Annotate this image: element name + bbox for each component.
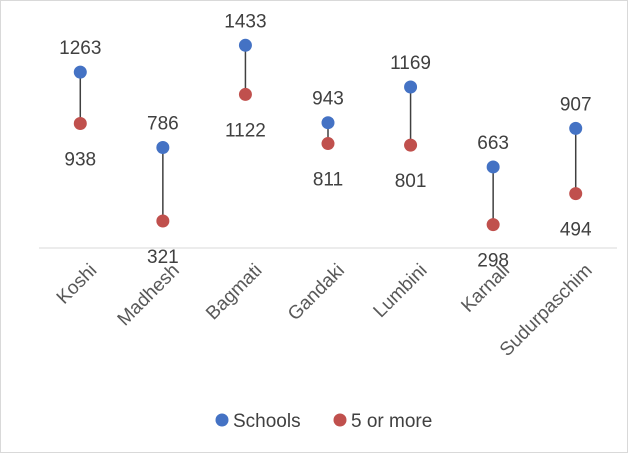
point-5-or-more-gandaki xyxy=(321,137,335,151)
label-schools-gandaki: 943 xyxy=(312,89,344,110)
legend: Schools 5 or more xyxy=(215,411,432,432)
label-schools-koshi: 1263 xyxy=(59,38,101,59)
data-points xyxy=(73,38,583,232)
point-schools-sudurpaschim xyxy=(569,121,583,135)
category-label-bagmati: Bagmati xyxy=(202,260,266,324)
point-schools-bagmati xyxy=(238,38,252,52)
category-label-madhesh: Madhesh xyxy=(114,260,184,330)
point-schools-madhesh xyxy=(156,141,170,155)
point-5-or-more-madhesh xyxy=(156,214,170,228)
label-schools-lumbini: 1169 xyxy=(390,53,431,74)
legend-marker-5-or-more xyxy=(333,413,347,427)
label-schools-bagmati: 1433 xyxy=(224,11,266,32)
label-schools-madhesh: 786 xyxy=(147,114,179,135)
point-5-or-more-karnali xyxy=(486,218,500,232)
label-5-or-more-karnali: 298 xyxy=(477,251,509,272)
category-label-koshi: Koshi xyxy=(53,260,101,308)
legend-label-schools: Schools xyxy=(233,411,301,432)
point-5-or-more-bagmati xyxy=(238,87,252,101)
category-label-lumbini: Lumbini xyxy=(370,260,432,322)
category-labels: Koshi Madhesh Bagmati Gandaki Lumbini Karnali… xyxy=(53,260,597,361)
label-5-or-more-koshi: 938 xyxy=(64,149,96,170)
label-5-or-more-bagmati: 1122 xyxy=(225,120,266,141)
category-label-gandaki: Gandaki xyxy=(284,260,349,325)
label-5-or-more-sudurpaschim: 494 xyxy=(560,220,592,241)
point-5-or-more-lumbini xyxy=(404,138,418,152)
label-schools-karnali: 663 xyxy=(477,133,509,154)
value-labels: 1263 938 786 321 1433 1122 943 811 1169 801 663 298… xyxy=(59,11,592,271)
point-5-or-more-koshi xyxy=(73,116,87,130)
point-5-or-more-sudurpaschim xyxy=(569,187,583,201)
point-schools-karnali xyxy=(486,160,500,174)
legend-marker-schools xyxy=(215,413,229,427)
connector-lines xyxy=(79,45,577,225)
point-schools-lumbini xyxy=(404,80,418,94)
label-5-or-more-gandaki: 811 xyxy=(313,170,343,191)
label-schools-sudurpaschim: 907 xyxy=(560,94,592,115)
point-schools-gandaki xyxy=(321,116,335,130)
legend-label-5-or-more: 5 or more xyxy=(351,411,432,432)
point-schools-koshi xyxy=(73,65,87,79)
label-5-or-more-madhesh: 321 xyxy=(147,247,179,268)
label-5-or-more-lumbini: 801 xyxy=(395,171,427,192)
